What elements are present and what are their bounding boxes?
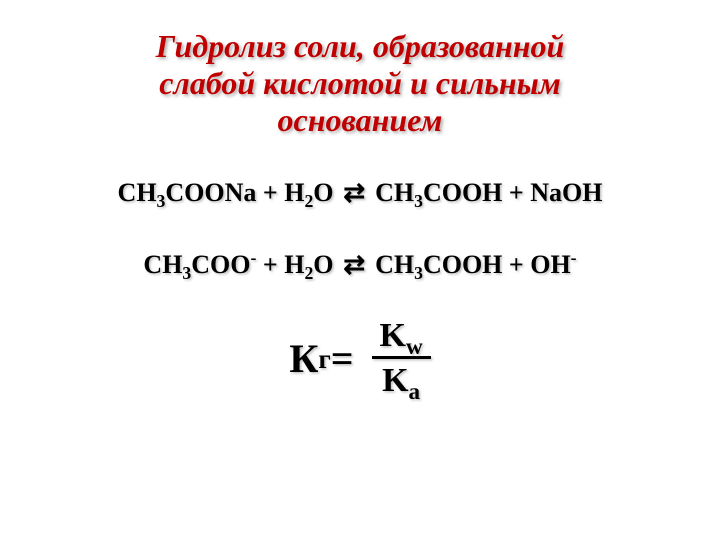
slide: Гидролиз соли, образованной слабой кисло… — [0, 0, 720, 540]
kg-equals: = — [331, 335, 354, 382]
eq1-lhs-a: CH — [118, 178, 157, 207]
eq2-lhs-b: COO — [191, 250, 250, 279]
eq2-rhs-b: COOH + OH — [423, 250, 571, 279]
equation-1: CH3COONa + H2O ⇄ CH3COOH + NaOH — [40, 178, 680, 208]
den-sub: a — [409, 379, 421, 405]
eq1-lhs-c: O — [313, 178, 340, 207]
equilibrium-arrow-icon: ⇄ — [340, 250, 369, 280]
fraction-denominator: Ka — [374, 359, 428, 399]
eq1-rhs-a-sub: 3 — [414, 192, 423, 212]
num-sym: K — [380, 317, 406, 354]
eq2-lhs-d: O — [313, 250, 340, 279]
eq2-lhs-a: CH — [143, 250, 182, 279]
eq1-rhs-a: CH — [369, 178, 415, 207]
slide-title: Гидролиз соли, образованной слабой кисло… — [40, 28, 680, 138]
title-line-2: слабой кислотой и сильным — [159, 65, 561, 101]
title-line-1: Гидролиз соли, образованной — [156, 28, 565, 64]
eq2-rhs-a: CH — [369, 250, 415, 279]
title-line-3: основанием — [278, 102, 443, 138]
eq2-lhs-a-sub: 3 — [182, 264, 191, 284]
den-sym: K — [382, 362, 408, 399]
eq2-lhs-c-sub: 2 — [304, 264, 313, 284]
hydrolysis-constant-formula: Кг = Kw Ka — [40, 318, 680, 398]
eq2-lhs-c: + H — [256, 250, 304, 279]
eq2-rhs-a-sub: 3 — [414, 264, 423, 284]
fraction: Kw Ka — [372, 318, 431, 398]
equilibrium-arrow-icon: ⇄ — [340, 178, 369, 208]
eq1-rhs-b: COOH + NaOH — [423, 178, 603, 207]
eq1-lhs-b-sub: 2 — [304, 192, 313, 212]
kg-letter: К — [289, 335, 318, 382]
eq1-lhs-b: COONa + H — [165, 178, 304, 207]
kg-symbol: Кг = — [289, 335, 353, 382]
eq2-rhs-b-sup: - — [571, 248, 577, 268]
equation-2: CH3COO- + H2O ⇄ CH3COOH + OH- — [40, 250, 680, 280]
fraction-numerator: Kw — [372, 318, 431, 356]
